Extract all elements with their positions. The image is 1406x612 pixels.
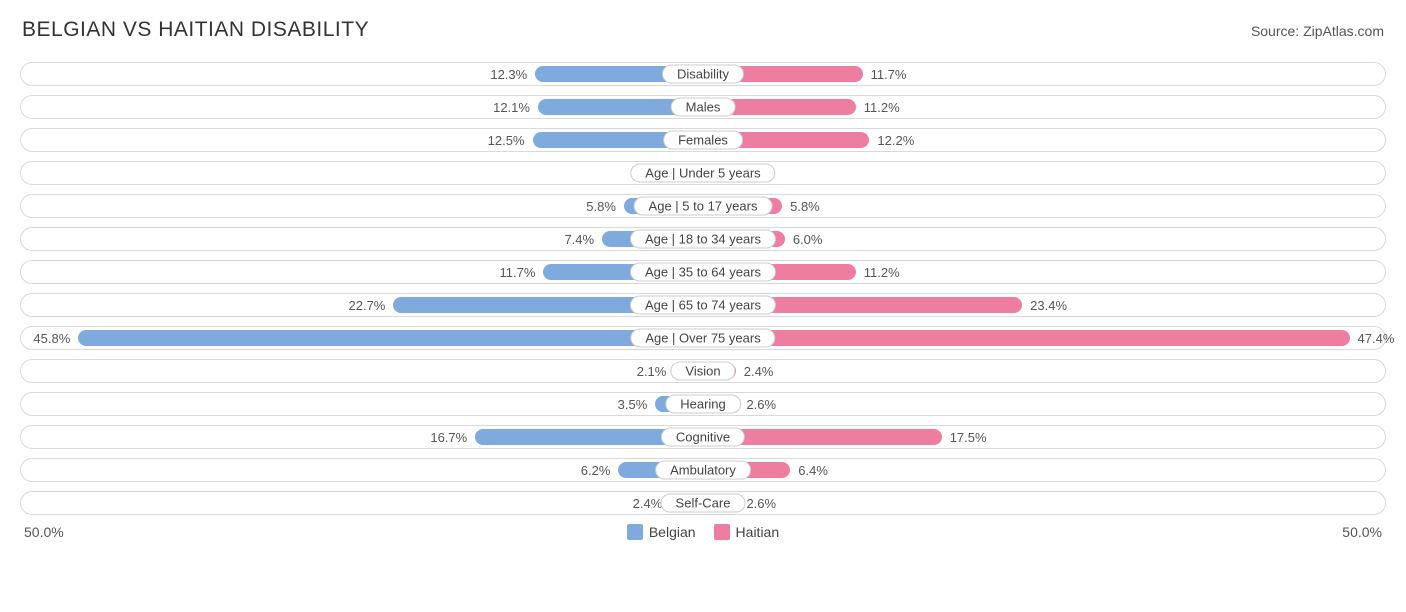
chart-header: BELGIAN VS HAITIAN DISABILITY Source: Zi… xyxy=(20,18,1386,42)
value-left: 12.1% xyxy=(493,96,538,118)
category-label: Ambulatory xyxy=(655,461,751,480)
chart-footer: 50.0% Belgian Haitian 50.0% xyxy=(20,524,1386,540)
category-label: Cognitive xyxy=(661,428,745,447)
category-label: Females xyxy=(663,131,743,150)
category-label: Vision xyxy=(670,362,735,381)
value-left: 12.5% xyxy=(488,129,533,151)
value-right: 12.2% xyxy=(869,129,914,151)
category-label: Self-Care xyxy=(661,494,746,513)
legend-swatch-haitian xyxy=(714,524,730,540)
value-left: 12.3% xyxy=(490,63,535,85)
value-right: 2.4% xyxy=(736,360,774,382)
axis-right-max: 50.0% xyxy=(1342,524,1382,540)
chart-title: BELGIAN VS HAITIAN DISABILITY xyxy=(22,18,369,42)
chart-row: 22.7% 23.4% Age | 65 to 74 years xyxy=(20,293,1386,317)
value-right: 2.6% xyxy=(738,393,776,415)
chart-row: 2.4%2.6%Self-Care xyxy=(20,491,1386,515)
value-left: 2.1% xyxy=(637,360,675,382)
category-label: Age | 18 to 34 years xyxy=(630,230,776,249)
axis-left-max: 50.0% xyxy=(24,524,64,540)
category-label: Age | Under 5 years xyxy=(630,164,775,183)
chart-row: 1.4%1.3%Age | Under 5 years xyxy=(20,161,1386,185)
value-left: 45.8% xyxy=(33,327,78,349)
value-right: 11.7% xyxy=(863,63,907,85)
category-label: Disability xyxy=(662,65,744,84)
legend-item-belgian: Belgian xyxy=(627,524,696,540)
category-label: Age | 65 to 74 years xyxy=(630,296,776,315)
value-left: 22.7% xyxy=(349,294,394,316)
chart-source: Source: ZipAtlas.com xyxy=(1251,23,1384,39)
chart-row: 12.1% 11.2% Males xyxy=(20,95,1386,119)
diverging-bar-chart: 12.3% 11.7% Disability 12.1% 11.2% Males 12.5%… xyxy=(20,62,1386,515)
chart-row: 12.3% 11.7% Disability xyxy=(20,62,1386,86)
legend: Belgian Haitian xyxy=(64,524,1343,540)
chart-row: 5.8% 5.8% Age | 5 to 17 years xyxy=(20,194,1386,218)
value-left: 6.2% xyxy=(581,459,619,481)
chart-row: 45.8%47.4%Age | Over 75 years xyxy=(20,326,1386,350)
chart-row: 6.2% 6.4% Ambulatory xyxy=(20,458,1386,482)
value-left: 16.7% xyxy=(430,426,475,448)
chart-row: 16.7% 17.5% Cognitive xyxy=(20,425,1386,449)
category-label: Age | 5 to 17 years xyxy=(634,197,773,216)
category-label: Hearing xyxy=(665,395,741,414)
value-right: 47.4% xyxy=(1350,327,1395,349)
value-right: 11.2% xyxy=(856,96,900,118)
category-label: Age | 35 to 64 years xyxy=(630,263,776,282)
category-label: Males xyxy=(671,98,736,117)
bar-right xyxy=(703,330,1350,346)
value-right: 23.4% xyxy=(1022,294,1067,316)
value-left: 5.8% xyxy=(586,195,624,217)
legend-label-haitian: Haitian xyxy=(736,524,780,540)
chart-row: 7.4% 6.0% Age | 18 to 34 years xyxy=(20,227,1386,251)
value-left: 7.4% xyxy=(564,228,602,250)
chart-row: 3.5% 2.6%Hearing xyxy=(20,392,1386,416)
legend-label-belgian: Belgian xyxy=(649,524,696,540)
legend-item-haitian: Haitian xyxy=(714,524,780,540)
value-right: 6.4% xyxy=(790,459,828,481)
legend-swatch-belgian xyxy=(627,524,643,540)
chart-row: 11.7% 11.2% Age | 35 to 64 years xyxy=(20,260,1386,284)
bar-left xyxy=(78,330,703,346)
value-left: 11.7% xyxy=(500,261,544,283)
value-right: 5.8% xyxy=(782,195,820,217)
chart-row: 2.1% 2.4%Vision xyxy=(20,359,1386,383)
value-left: 3.5% xyxy=(618,393,656,415)
value-right: 6.0% xyxy=(785,228,823,250)
chart-row: 12.5% 12.2% Females xyxy=(20,128,1386,152)
value-right: 11.2% xyxy=(856,261,900,283)
value-right: 17.5% xyxy=(942,426,987,448)
category-label: Age | Over 75 years xyxy=(630,329,775,348)
